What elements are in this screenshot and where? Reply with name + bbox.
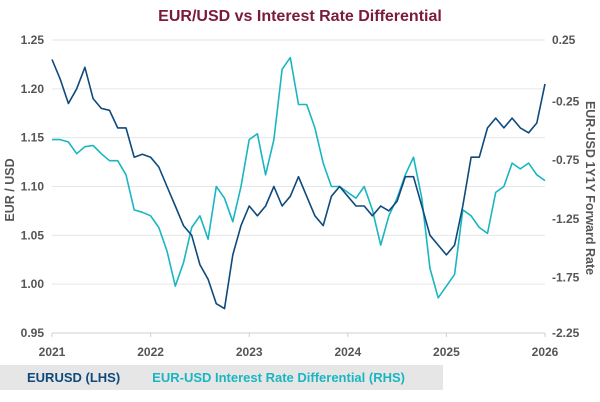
x-tick-label: 2026 (532, 345, 559, 359)
x-tick-label: 2024 (334, 345, 361, 359)
right-tick-label: -1.75 (552, 270, 580, 284)
left-tick-label: 1.25 (21, 33, 45, 47)
right-tick-label: 0.25 (552, 33, 576, 47)
legend: EURUSD (LHS) EUR-USD Interest Rate Diffe… (0, 365, 443, 390)
right-tick-label: -0.25 (552, 95, 580, 109)
x-tick-label: 2022 (137, 345, 164, 359)
left-tick-label: 1.05 (21, 228, 45, 242)
x-tick-label: 2023 (236, 345, 263, 359)
chart-title: EUR/USD vs Interest Rate Differential (158, 8, 442, 25)
left-tick-label: 1.00 (21, 277, 45, 291)
right-tick-label: -0.75 (552, 153, 580, 167)
right-tick-label: -1.25 (552, 212, 580, 226)
right-tick-label: -2.25 (552, 326, 580, 340)
series-line-eurusd (51, 59, 546, 310)
left-tick-label: 0.95 (21, 326, 45, 340)
series-line-rate-differential (52, 56, 546, 299)
left-tick-label: 1.15 (21, 131, 45, 145)
left-tick-label: 1.10 (21, 180, 45, 194)
legend-item-eurusd: EURUSD (LHS) (27, 370, 121, 385)
legend-item-rate-differential: EUR-USD Interest Rate Differential (RHS) (152, 370, 405, 385)
left-axis-label: EUR / USD (3, 158, 17, 221)
x-tick-label: 2025 (433, 345, 460, 359)
left-tick-label: 1.20 (21, 82, 45, 96)
x-tick-label: 2021 (39, 345, 66, 359)
right-axis-label: EUR-USD 1Y1Y Forward Rate (583, 101, 597, 275)
